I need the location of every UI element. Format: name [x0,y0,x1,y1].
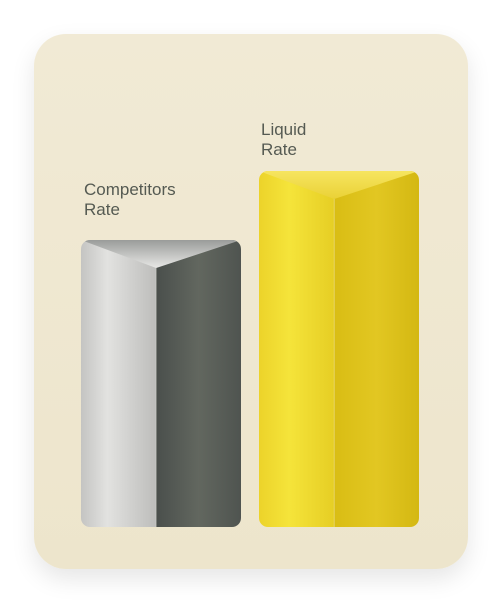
bar-competitors-left-face [81,240,157,527]
bar-liquid-top-face [259,171,419,199]
x-tick-label-competitors: Competitors Rate [84,180,176,219]
bar-liquid-left-face [259,171,335,527]
bar-liquid [259,171,419,527]
bar-competitors-right-face [156,240,241,527]
bar-competitors [81,240,241,527]
bar-liquid-right-face [334,171,419,527]
bar-competitors-top-face [81,240,241,268]
x-tick-label-liquid: Liquid Rate [261,120,307,159]
